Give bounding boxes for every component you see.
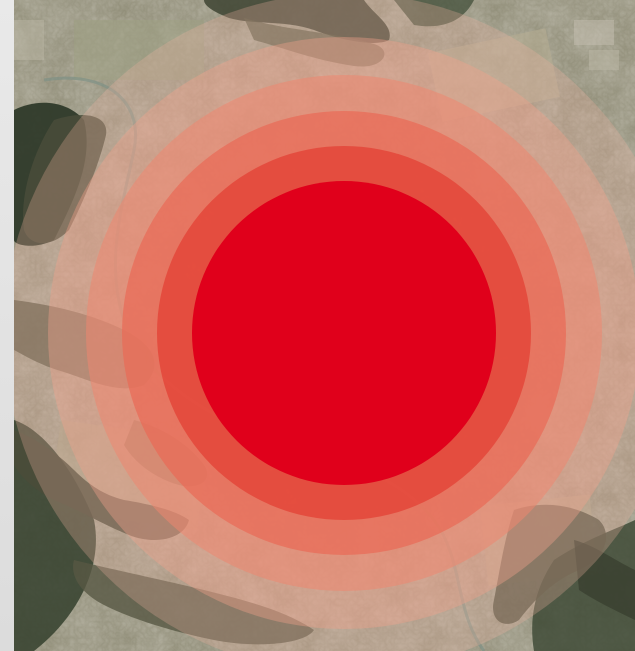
impact-ring-1	[192, 181, 496, 485]
satellite-map[interactable]	[14, 0, 635, 651]
impact-rings	[14, 0, 635, 651]
left-window-edge	[0, 0, 14, 651]
map-viewport[interactable]	[14, 0, 635, 651]
urban-area	[14, 20, 619, 70]
